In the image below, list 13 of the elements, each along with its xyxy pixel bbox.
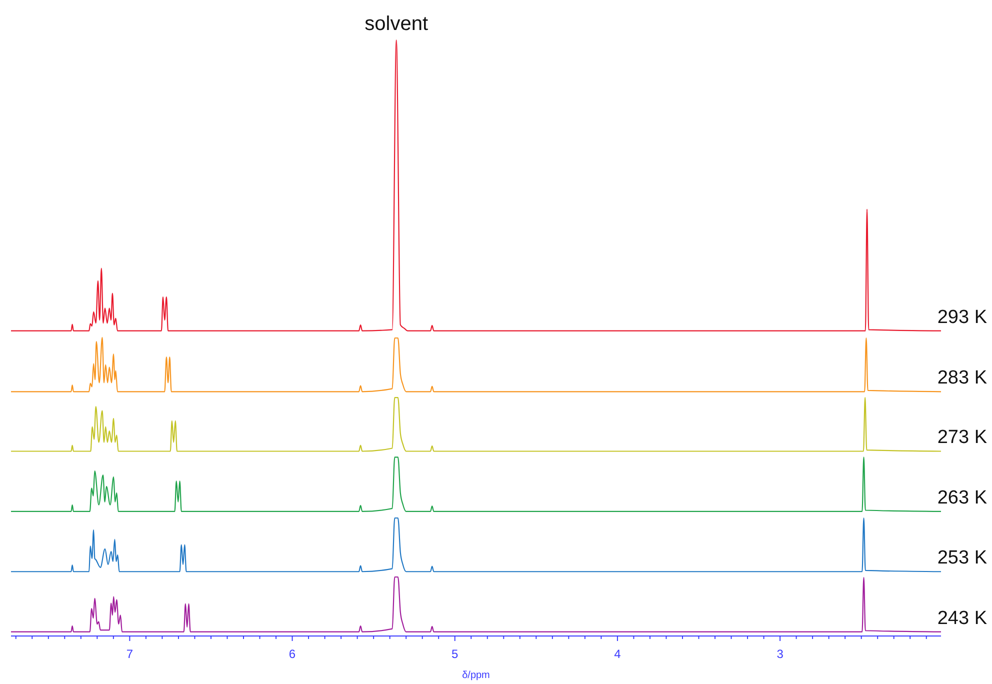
series-label: 243 K bbox=[937, 608, 988, 629]
series-label: 293 K bbox=[937, 306, 988, 328]
annotation: solvent bbox=[364, 13, 428, 35]
x-tick-label: 5 bbox=[452, 647, 459, 661]
x-axis-title: δ/ppm bbox=[462, 670, 490, 681]
x-tick-label: 3 bbox=[776, 647, 784, 661]
series-label: 283 K bbox=[937, 368, 988, 389]
series-label: 263 K bbox=[937, 487, 988, 508]
series-label: 273 K bbox=[937, 427, 988, 448]
x-tick-label: 7 bbox=[126, 647, 134, 661]
x-tick-label: 6 bbox=[288, 647, 296, 661]
x-tick-label: 4 bbox=[614, 647, 622, 661]
series-label: 253 K bbox=[937, 548, 988, 569]
